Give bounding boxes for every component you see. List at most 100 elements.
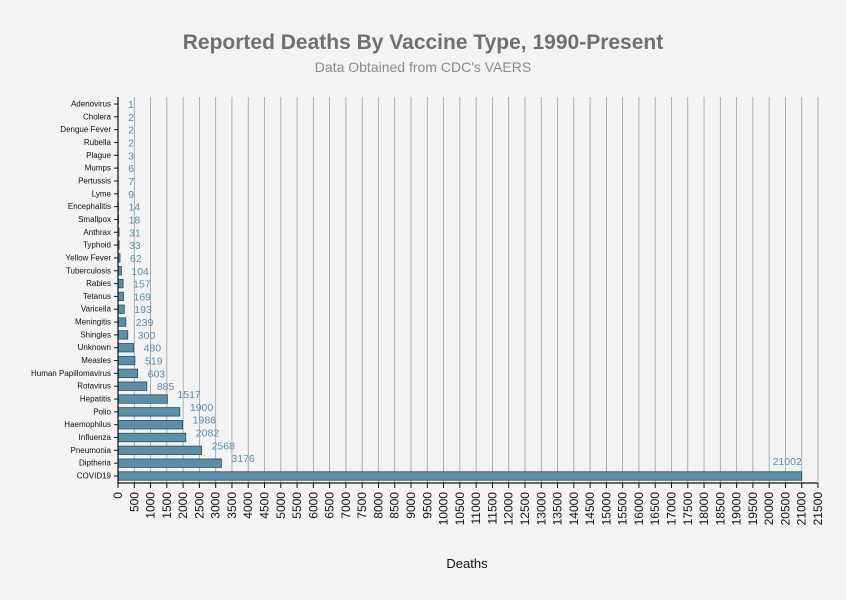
category-label: Rabies [86, 279, 111, 288]
data-label: 169 [134, 291, 152, 303]
category-label: Adenovirus [71, 100, 111, 109]
x-tick-label: 4000 [241, 492, 255, 519]
data-label: 1517 [177, 389, 201, 401]
x-tick-label: 16000 [632, 492, 646, 526]
x-tick-label: 3500 [225, 492, 239, 519]
category-label: Pneumonia [71, 446, 112, 455]
category-label: Anthrax [83, 228, 111, 237]
data-label: 3176 [231, 453, 255, 465]
category-label: Tetanus [83, 292, 111, 301]
x-tick-label: 20000 [762, 492, 776, 526]
category-label: Typhoid [83, 241, 111, 250]
data-label: 3 [128, 150, 134, 162]
data-label: 1 [128, 99, 134, 111]
x-tick-label: 10500 [453, 492, 467, 526]
category-label: Varicella [81, 305, 112, 314]
x-tick-label: 8500 [388, 492, 402, 519]
x-tick-label: 7000 [339, 492, 353, 519]
data-label: 7 [128, 176, 134, 188]
category-label: Meningitis [75, 318, 111, 327]
category-label: Smallpox [78, 215, 111, 224]
x-tick-label: 6500 [323, 492, 337, 519]
category-label: Shingles [80, 330, 111, 339]
data-label: 14 [128, 202, 140, 214]
bar [117, 407, 181, 417]
category-label: Yellow Fever [65, 253, 111, 262]
data-label: 1900 [190, 402, 214, 414]
data-labels: 1222367914183133621041571691932393004805… [128, 99, 802, 468]
x-tick-label: 19500 [746, 492, 760, 526]
category-label: Encephalitis [68, 202, 111, 211]
x-tick-label: 12500 [518, 492, 532, 526]
x-axis-label: Deaths [446, 556, 488, 571]
category-label: Diptheria [79, 459, 112, 468]
bar [117, 471, 803, 481]
category-label: Influenza [79, 433, 112, 442]
category-label: Human Papillomavirus [31, 369, 111, 378]
bar [117, 355, 136, 366]
bar [117, 330, 129, 340]
x-tick-label: 12000 [502, 492, 516, 526]
axes [114, 97, 818, 484]
category-label: Dengue Fever [60, 125, 111, 134]
data-label: 193 [134, 304, 152, 316]
data-label: 2082 [196, 428, 220, 440]
data-label: 2 [128, 112, 134, 124]
x-tick-label: 11000 [469, 492, 483, 525]
x-tick-label: 5000 [274, 492, 288, 519]
category-label: Rubella [84, 138, 112, 147]
x-tick-label: 19000 [730, 492, 744, 526]
bar [117, 420, 184, 430]
x-tick-label: 20500 [778, 492, 792, 526]
bar [117, 381, 148, 391]
data-label: 104 [131, 266, 149, 278]
data-label: 31 [129, 227, 141, 239]
category-label: Pertussis [78, 176, 111, 185]
x-tick-label: 8000 [371, 492, 385, 519]
bar [117, 317, 127, 327]
chart-subtitle: Data Obtained from CDC's VAERS [315, 59, 531, 75]
data-label: 62 [130, 253, 142, 265]
x-tick-label: 17000 [664, 492, 678, 526]
category-label: Hepatitis [80, 395, 111, 404]
category-label: Lyme [92, 189, 112, 198]
x-tick-label: 14500 [583, 492, 597, 526]
x-tick-label: 15500 [616, 492, 630, 526]
category-label: COVID19 [77, 472, 112, 481]
chart-title: Reported Deaths By Vaccine Type, 1990-Pr… [183, 31, 663, 54]
category-label: Mumps [85, 164, 111, 173]
x-tick-label: 18000 [697, 492, 711, 526]
data-label: 2568 [212, 440, 236, 452]
data-label: 6 [128, 163, 134, 175]
x-tick-label: 1500 [160, 492, 174, 519]
data-label: 18 [129, 214, 141, 226]
category-label: Haemophilus [64, 420, 111, 429]
x-tick-label: 7500 [355, 492, 369, 519]
data-label: 300 [138, 330, 156, 342]
data-label: 33 [129, 240, 141, 252]
grid-lines [133, 97, 819, 483]
data-label: 9 [128, 189, 134, 201]
data-label: 603 [148, 368, 166, 380]
x-tick-label: 15000 [599, 492, 613, 526]
x-tick-label: 4500 [258, 492, 272, 519]
category-label: Rotavirus [77, 382, 111, 391]
data-label: 21002 [773, 456, 802, 468]
x-tick-label: 21500 [811, 492, 825, 526]
category-label: Tuberculosis [66, 266, 111, 275]
category-label: Unknown [78, 343, 111, 352]
x-tick-label: 2500 [192, 492, 206, 519]
bar [117, 343, 135, 353]
data-label: 480 [144, 343, 162, 355]
data-label: 157 [133, 279, 151, 291]
x-tick-label: 10000 [437, 492, 451, 526]
x-tick-label: 13000 [534, 492, 548, 526]
data-label: 239 [136, 317, 154, 329]
x-tick-label: 21000 [795, 492, 809, 526]
data-label: 885 [157, 381, 175, 393]
bar [117, 458, 222, 468]
y-axis-labels: Adenovirus Cholera Dengue Fever Rubella Plag… [31, 100, 112, 481]
data-label: 1986 [193, 415, 217, 427]
category-label: Cholera [83, 112, 112, 121]
